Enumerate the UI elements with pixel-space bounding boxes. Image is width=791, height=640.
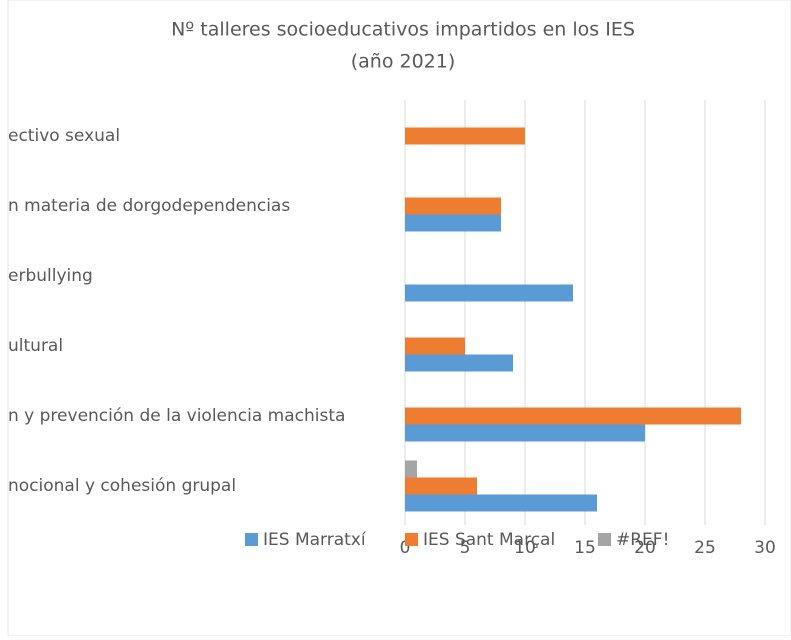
y-tick-label: n materia de dorgodependencias bbox=[8, 196, 290, 216]
legend-swatch bbox=[245, 533, 258, 546]
chart-title: Nº talleres socioeducativos impartidos e… bbox=[171, 19, 635, 41]
bar bbox=[405, 127, 525, 145]
bar bbox=[405, 477, 477, 495]
x-tick-label: 30 bbox=[754, 538, 776, 558]
bar bbox=[405, 407, 741, 425]
bar bbox=[405, 284, 573, 302]
y-tick-label: nocional y cohesión grupal bbox=[8, 476, 236, 496]
legend-label: #REF! bbox=[616, 530, 669, 550]
bar bbox=[405, 354, 513, 372]
bar bbox=[405, 197, 501, 215]
y-tick-label: n y prevención de la violencia machista bbox=[8, 406, 345, 426]
chart-subtitle: (año 2021) bbox=[351, 51, 456, 73]
bar bbox=[405, 460, 417, 478]
x-tick-label: 10 bbox=[514, 538, 536, 558]
x-tick-label: 5 bbox=[460, 538, 471, 558]
x-tick-label: 20 bbox=[634, 538, 656, 558]
x-tick-label: 15 bbox=[574, 538, 596, 558]
bar bbox=[405, 424, 645, 442]
legend-swatch bbox=[598, 533, 611, 546]
chart-area bbox=[7, 0, 791, 637]
y-tick-label: erbullying bbox=[8, 266, 93, 286]
bar bbox=[405, 337, 465, 355]
legend-swatch bbox=[405, 533, 418, 546]
y-tick-label: ectivo sexual bbox=[8, 126, 120, 146]
bar bbox=[405, 494, 597, 512]
x-tick-label: 25 bbox=[694, 538, 716, 558]
y-tick-label: ultural bbox=[8, 336, 63, 356]
x-tick-label: 0 bbox=[400, 538, 411, 558]
legend-label: IES Marratxí bbox=[263, 530, 367, 550]
legend-label: IES Sant Marçal bbox=[423, 530, 555, 550]
bar bbox=[405, 214, 501, 232]
